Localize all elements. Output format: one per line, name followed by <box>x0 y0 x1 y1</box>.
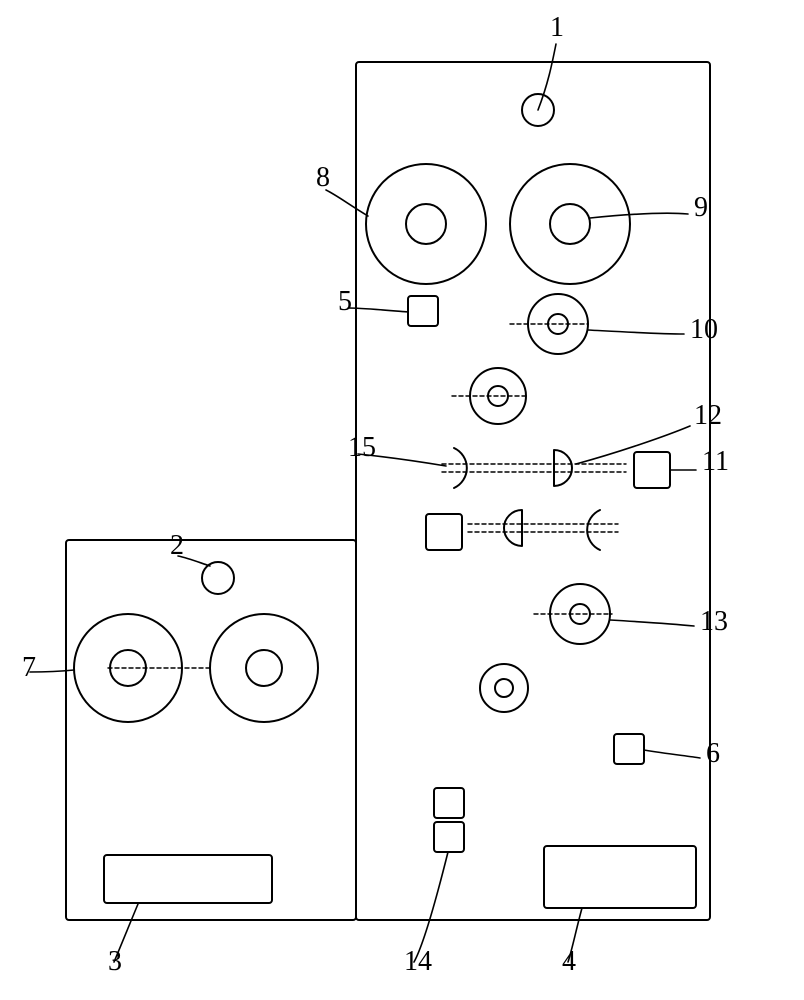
callout-label-5: 5 <box>338 286 352 317</box>
disc-8-inner <box>406 204 446 244</box>
leader-line <box>538 44 556 110</box>
disc-left2-outer <box>210 614 318 722</box>
square-11 <box>634 452 670 488</box>
callout-label-10: 10 <box>690 314 718 345</box>
disc-8-outer <box>366 164 486 284</box>
diagram-canvas: 1 8 9 5 10 12 15 11 13 6 2 7 3 14 4 <box>0 0 804 1000</box>
square-mid <box>426 514 462 550</box>
leader-line <box>326 190 368 216</box>
callout-label-9: 9 <box>694 192 708 223</box>
callout-label-4: 4 <box>562 946 576 977</box>
roller-low-outer <box>480 664 528 712</box>
circle-2 <box>202 562 234 594</box>
callout-label-15: 15 <box>348 432 376 463</box>
right-panel <box>356 62 710 920</box>
leader-line <box>644 750 700 758</box>
dshape-lower <box>504 510 522 546</box>
callout-label-13: 13 <box>700 606 728 637</box>
callout-label-11: 11 <box>702 446 729 477</box>
arc-15 <box>454 448 467 488</box>
dshape-12 <box>554 450 572 486</box>
callout-label-3: 3 <box>108 946 122 977</box>
square-6 <box>614 734 644 764</box>
leader-line <box>30 670 74 672</box>
roller-10-inner <box>548 314 568 334</box>
left-panel <box>66 540 356 920</box>
callout-label-6: 6 <box>706 738 720 769</box>
callout-label-1: 1 <box>550 12 564 43</box>
disc-9-outer <box>510 164 630 284</box>
callout-label-2: 2 <box>170 530 184 561</box>
base-left <box>104 855 272 903</box>
callout-label-7: 7 <box>22 652 36 683</box>
leader-line <box>610 620 694 626</box>
square-5 <box>408 296 438 326</box>
leader-line <box>590 213 688 218</box>
base-right <box>544 846 696 908</box>
disc-9-inner <box>550 204 590 244</box>
leader-line <box>588 330 684 334</box>
disc-left2-inner <box>246 650 282 686</box>
roller-10-outer <box>528 294 588 354</box>
roller-low-inner <box>495 679 513 697</box>
callout-label-12: 12 <box>694 400 722 431</box>
callout-label-8: 8 <box>316 162 330 193</box>
arc-right <box>587 510 600 550</box>
square-14-upper <box>434 788 464 818</box>
square-14-lower <box>434 822 464 852</box>
callout-label-14: 14 <box>404 946 432 977</box>
